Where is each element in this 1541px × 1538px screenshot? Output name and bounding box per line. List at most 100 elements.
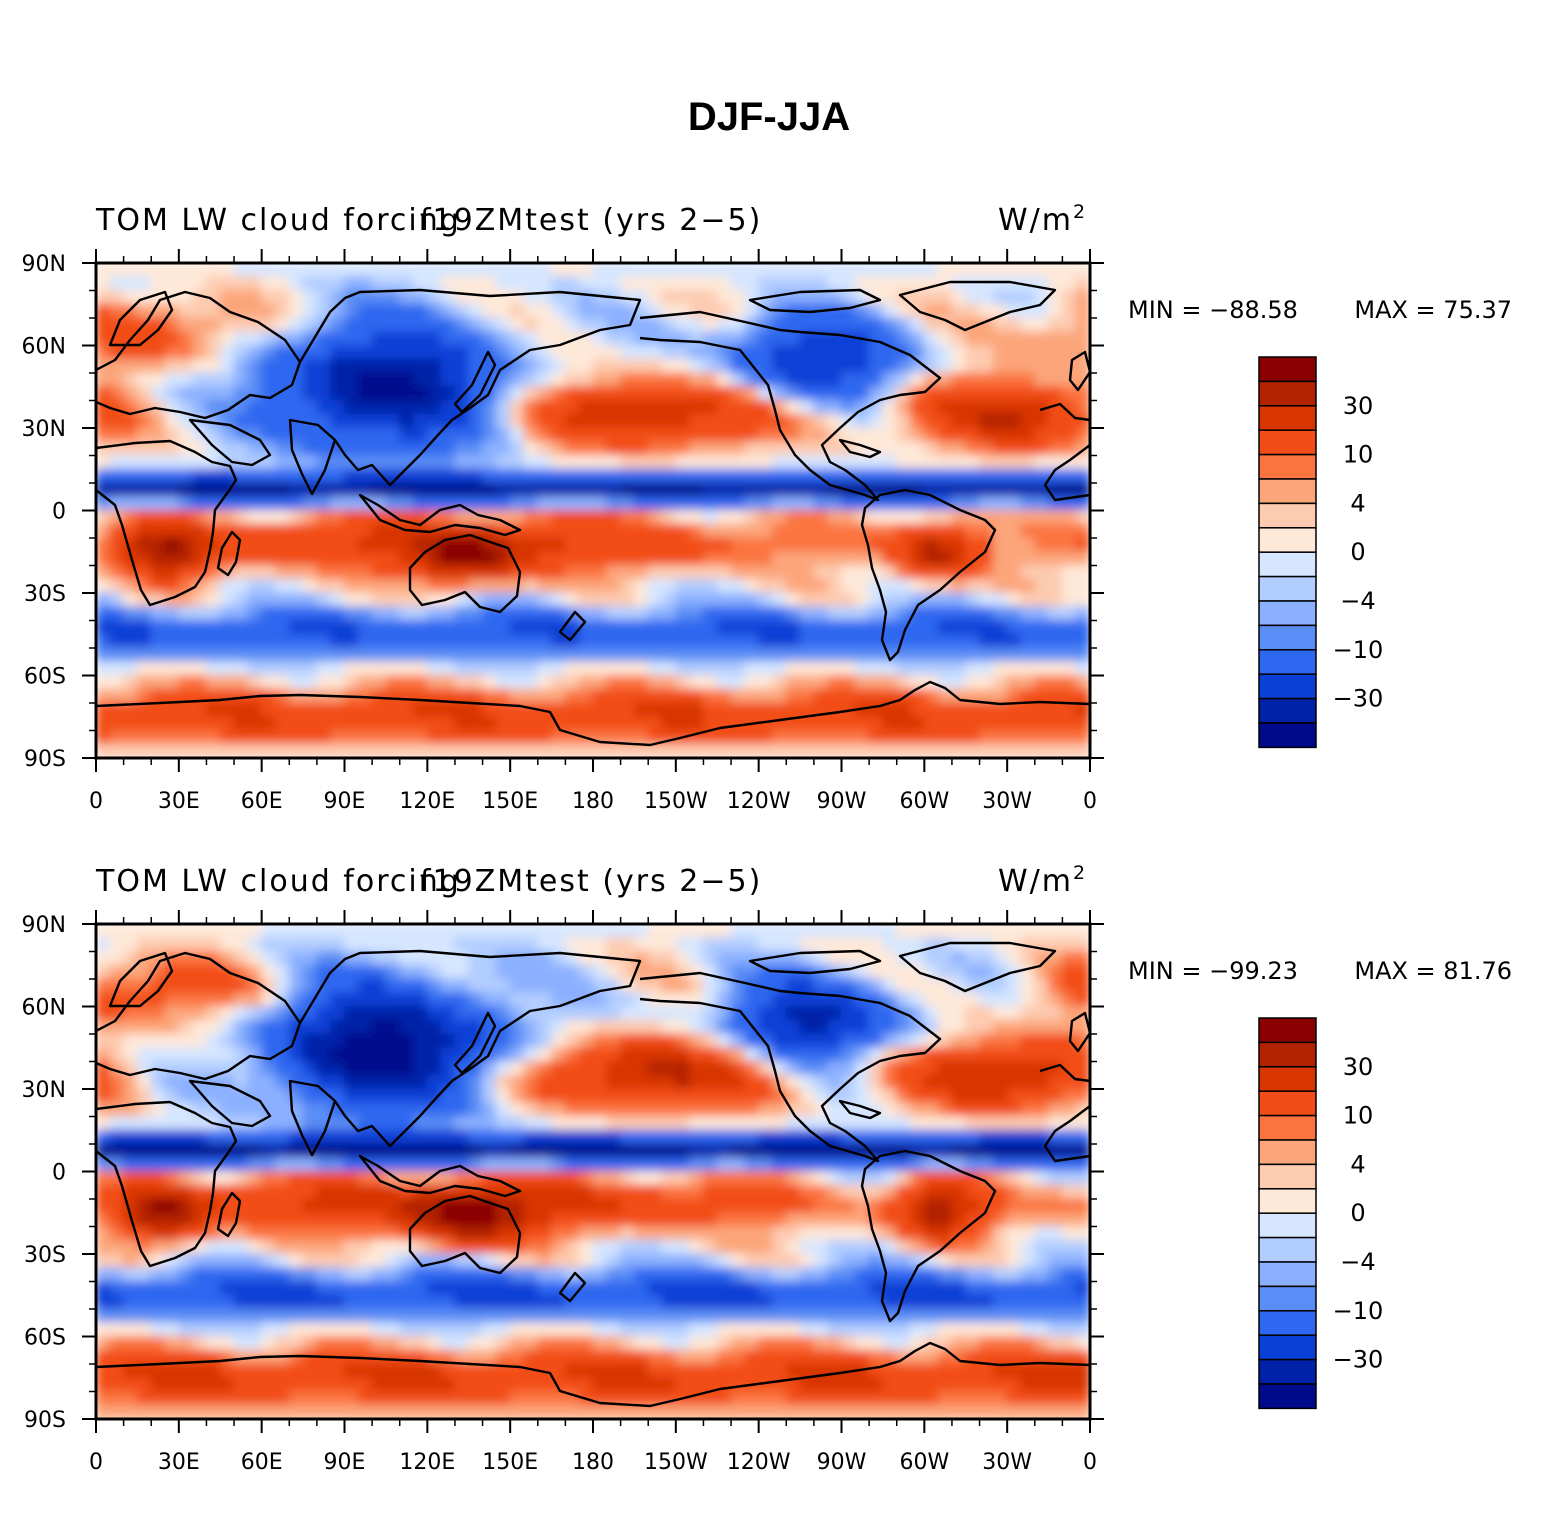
field-cell xyxy=(1061,345,1077,360)
field-cell xyxy=(495,924,511,939)
field-cell xyxy=(1034,978,1050,994)
field-cell xyxy=(675,303,691,319)
field-cell xyxy=(219,510,235,525)
field-cell xyxy=(219,951,235,966)
field-cell xyxy=(923,1006,939,1021)
field-cell xyxy=(551,924,566,939)
field-cell xyxy=(841,730,856,745)
field-cell xyxy=(1020,1074,1036,1090)
field-cell xyxy=(744,455,760,470)
field-cell xyxy=(302,1157,318,1173)
field-cell xyxy=(344,496,359,512)
field-cell xyxy=(882,1226,898,1241)
field-cell xyxy=(385,455,401,470)
field-cell xyxy=(551,358,566,374)
field-cell xyxy=(868,551,884,567)
field-cell xyxy=(261,633,276,649)
field-cell xyxy=(509,1088,525,1104)
field-cell xyxy=(937,1281,953,1296)
field-cell xyxy=(275,276,290,292)
field-cell xyxy=(606,413,622,429)
field-cell xyxy=(813,1294,829,1310)
field-cell xyxy=(730,1033,746,1049)
field-cell xyxy=(951,1171,967,1186)
field-cell xyxy=(868,992,884,1008)
field-cell xyxy=(275,1212,290,1228)
field-cell xyxy=(509,716,525,732)
field-cell xyxy=(454,1102,470,1118)
field-cell xyxy=(923,606,939,622)
field-cell xyxy=(1061,1129,1077,1145)
field-cell xyxy=(357,1074,373,1090)
field-cell xyxy=(482,1116,497,1131)
field-cell xyxy=(178,358,194,374)
field-cell xyxy=(772,1143,787,1159)
field-cell xyxy=(1048,303,1063,319)
field-cell xyxy=(937,1267,953,1283)
field-cell xyxy=(468,441,484,457)
field-cell xyxy=(426,372,442,388)
x-tick-label: 0 xyxy=(89,789,103,814)
field-cell xyxy=(675,1171,691,1186)
field-cell xyxy=(592,276,608,292)
field-cell xyxy=(744,924,760,939)
field-cell xyxy=(854,468,870,484)
field-cell xyxy=(509,455,525,470)
field-cell xyxy=(344,1308,359,1324)
field-cell xyxy=(785,1267,801,1283)
field-cell xyxy=(620,1184,635,1200)
field-cell xyxy=(965,482,981,498)
field-cell xyxy=(330,276,345,292)
field-cell xyxy=(882,1019,898,1035)
field-cell xyxy=(592,1336,608,1351)
field-cell xyxy=(951,964,967,980)
field-cell xyxy=(275,290,290,305)
field-cell xyxy=(413,1281,428,1296)
field-cell xyxy=(468,482,484,498)
field-cell xyxy=(827,263,842,278)
colorbar-label: 10 xyxy=(1343,441,1374,469)
field-cell xyxy=(868,455,884,470)
field-cell xyxy=(302,951,318,966)
field-cell xyxy=(1006,358,1022,374)
field-cell xyxy=(841,978,856,994)
field-cell xyxy=(689,1143,704,1159)
field-cell xyxy=(937,1322,953,1338)
field-cell xyxy=(854,551,870,567)
field-cell xyxy=(592,441,608,457)
field-cell xyxy=(592,1281,608,1296)
field-cell xyxy=(937,1253,953,1269)
field-cell xyxy=(923,743,939,758)
field-cell xyxy=(564,1308,580,1324)
field-cell xyxy=(288,702,304,718)
field-cell xyxy=(150,1336,166,1351)
field-cell xyxy=(482,565,497,580)
field-cell xyxy=(344,716,359,732)
field-cell xyxy=(261,317,276,333)
field-cell xyxy=(357,1294,373,1310)
field-cell xyxy=(689,358,704,374)
field-cell xyxy=(702,276,718,292)
field-cell xyxy=(758,1322,773,1338)
field-cell xyxy=(136,647,152,663)
field-cell xyxy=(799,647,815,663)
field-cell xyxy=(454,551,470,567)
field-cell xyxy=(219,290,235,305)
field-cell xyxy=(620,1253,635,1269)
field-cell xyxy=(772,1212,787,1228)
field-cell xyxy=(758,358,773,374)
field-cell xyxy=(937,482,953,498)
field-cell xyxy=(578,1308,594,1324)
field-cell xyxy=(205,647,221,663)
field-cell xyxy=(482,1239,497,1255)
field-cell xyxy=(937,510,953,525)
field-cell xyxy=(537,743,553,758)
field-cell xyxy=(992,565,1008,580)
field-cell xyxy=(123,716,138,732)
field-cell xyxy=(951,551,967,567)
field-cell xyxy=(992,496,1008,512)
field-cell xyxy=(316,386,332,402)
field-cell xyxy=(592,716,608,732)
field-cell xyxy=(426,427,442,443)
field-cell xyxy=(799,1171,815,1186)
